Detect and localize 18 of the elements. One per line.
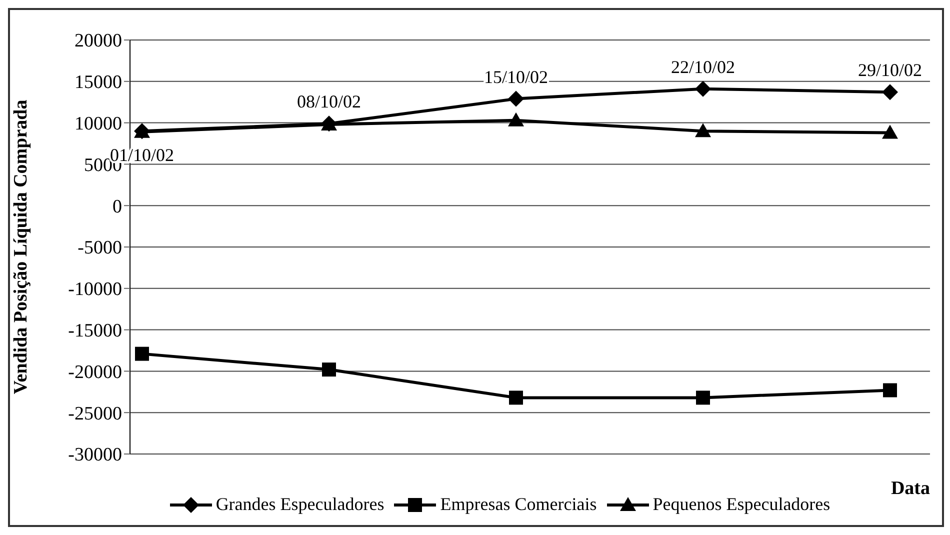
y-tick-label: -15000: [68, 320, 122, 342]
y-tick-label: -10000: [68, 279, 122, 300]
legend-label: Empresas Comerciais: [440, 494, 597, 515]
y-tick-label: -20000: [68, 362, 122, 383]
y-tick-label: 10000: [74, 114, 122, 135]
legend-label: Grandes Especuladores: [216, 494, 384, 515]
legend-label: Pequenos Especuladores: [652, 494, 830, 515]
x-tick-label: 29/10/02: [858, 60, 922, 80]
y-tick-label: -25000: [68, 403, 122, 424]
x-axis-title: Data: [890, 478, 930, 499]
y-tick-label: -5000: [78, 238, 122, 259]
y-axis-title: Vendida Posição Líquida Comprada: [10, 99, 32, 394]
x-tick-label: 08/10/02: [296, 92, 362, 112]
x-tick-label: 22/10/02: [670, 56, 736, 77]
y-tick-label: 20000: [74, 30, 122, 52]
y-tick-label: 15000: [74, 72, 122, 94]
y-tick-label: -30000: [68, 444, 122, 466]
y-tick-label: 0: [112, 196, 122, 218]
